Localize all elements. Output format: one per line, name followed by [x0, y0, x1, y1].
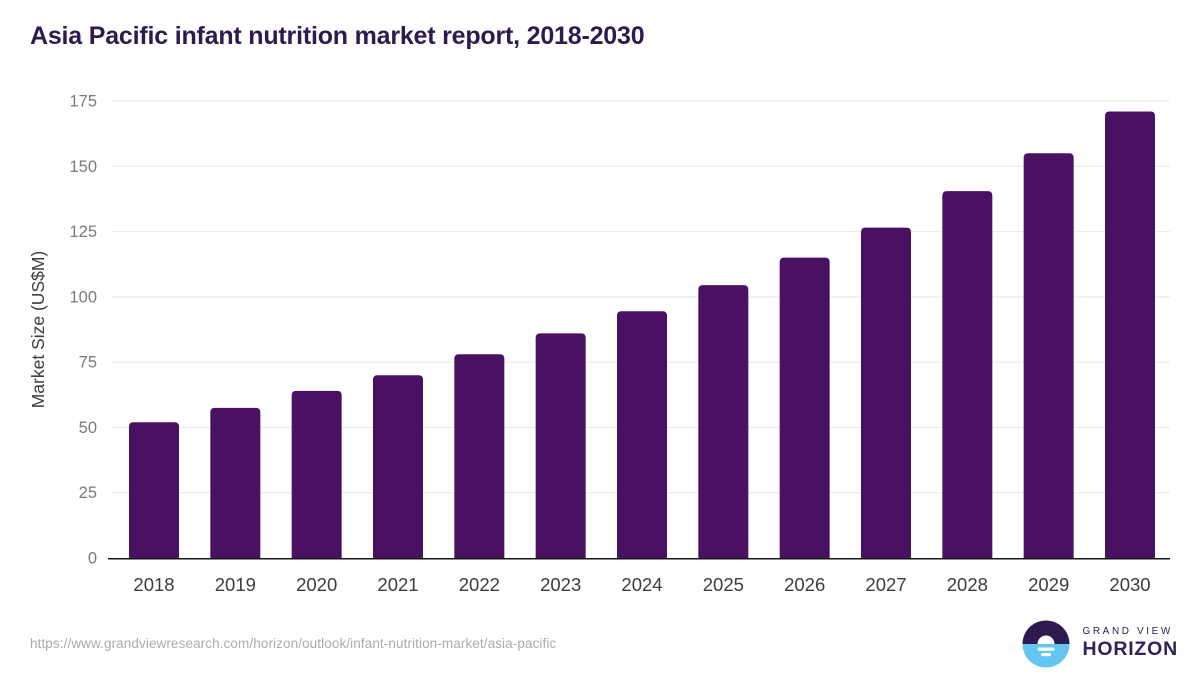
x-tick-label: 2029 — [1028, 574, 1069, 595]
y-tick-label: 75 — [79, 354, 97, 372]
x-tick-label: 2018 — [133, 574, 174, 595]
logo-product-name: HORIZON — [1082, 638, 1178, 661]
x-tick-label: 2019 — [215, 574, 256, 595]
grand-view-horizon-logo: GRAND VIEW HORIZON — [1022, 620, 1178, 668]
bar-2020 — [291, 390, 342, 558]
bar-2021 — [372, 375, 423, 558]
bar-2030 — [1104, 111, 1155, 558]
x-tick-label: 2025 — [703, 574, 744, 595]
y-tick-label: 50 — [79, 419, 97, 437]
bar-2019 — [210, 407, 261, 558]
bar-2027 — [860, 227, 911, 558]
x-tick-label: 2030 — [1109, 574, 1150, 595]
bar-2024 — [616, 311, 667, 558]
bar-2023 — [535, 333, 586, 558]
chart-svg: 0 25 50 75 100 125 150 175 2018 2019 2020 2021 2022 2… — [28, 93, 1170, 595]
y-tick-label: 150 — [69, 158, 97, 176]
x-tick-label: 2027 — [865, 574, 906, 595]
logo-brand-name: GRAND VIEW — [1082, 626, 1173, 638]
y-tick-label: 125 — [69, 223, 97, 241]
bar-2028 — [942, 191, 993, 558]
x-tick-label: 2028 — [947, 574, 988, 595]
x-tick-label: 2026 — [784, 574, 825, 595]
logo-text: GRAND VIEW HORIZON — [1082, 626, 1178, 660]
y-tick-label: 25 — [79, 484, 97, 502]
x-tick-label: 2022 — [459, 574, 500, 595]
bar-2026 — [779, 257, 830, 558]
y-tick-label: 175 — [69, 93, 97, 111]
x-tick-label: 2020 — [296, 574, 337, 595]
bar-2029 — [1023, 153, 1074, 558]
chart-title: Asia Pacific infant nutrition market rep… — [30, 22, 645, 50]
y-tick-label: 100 — [69, 288, 97, 306]
x-tick-label: 2024 — [621, 574, 662, 595]
footer: https://www.grandviewresearch.com/horizo… — [0, 612, 1200, 675]
horizon-sun-logo-icon — [1022, 620, 1070, 667]
x-tick-label: 2021 — [377, 574, 418, 595]
y-tick-label: 0 — [88, 550, 97, 568]
bar-2022 — [454, 354, 505, 558]
bar-2025 — [698, 285, 749, 558]
source-url: https://www.grandviewresearch.com/horizo… — [30, 636, 557, 651]
bar-2018 — [129, 422, 179, 558]
y-axis-title: Market Size (US$M) — [28, 251, 48, 409]
x-tick-label: 2023 — [540, 574, 581, 595]
